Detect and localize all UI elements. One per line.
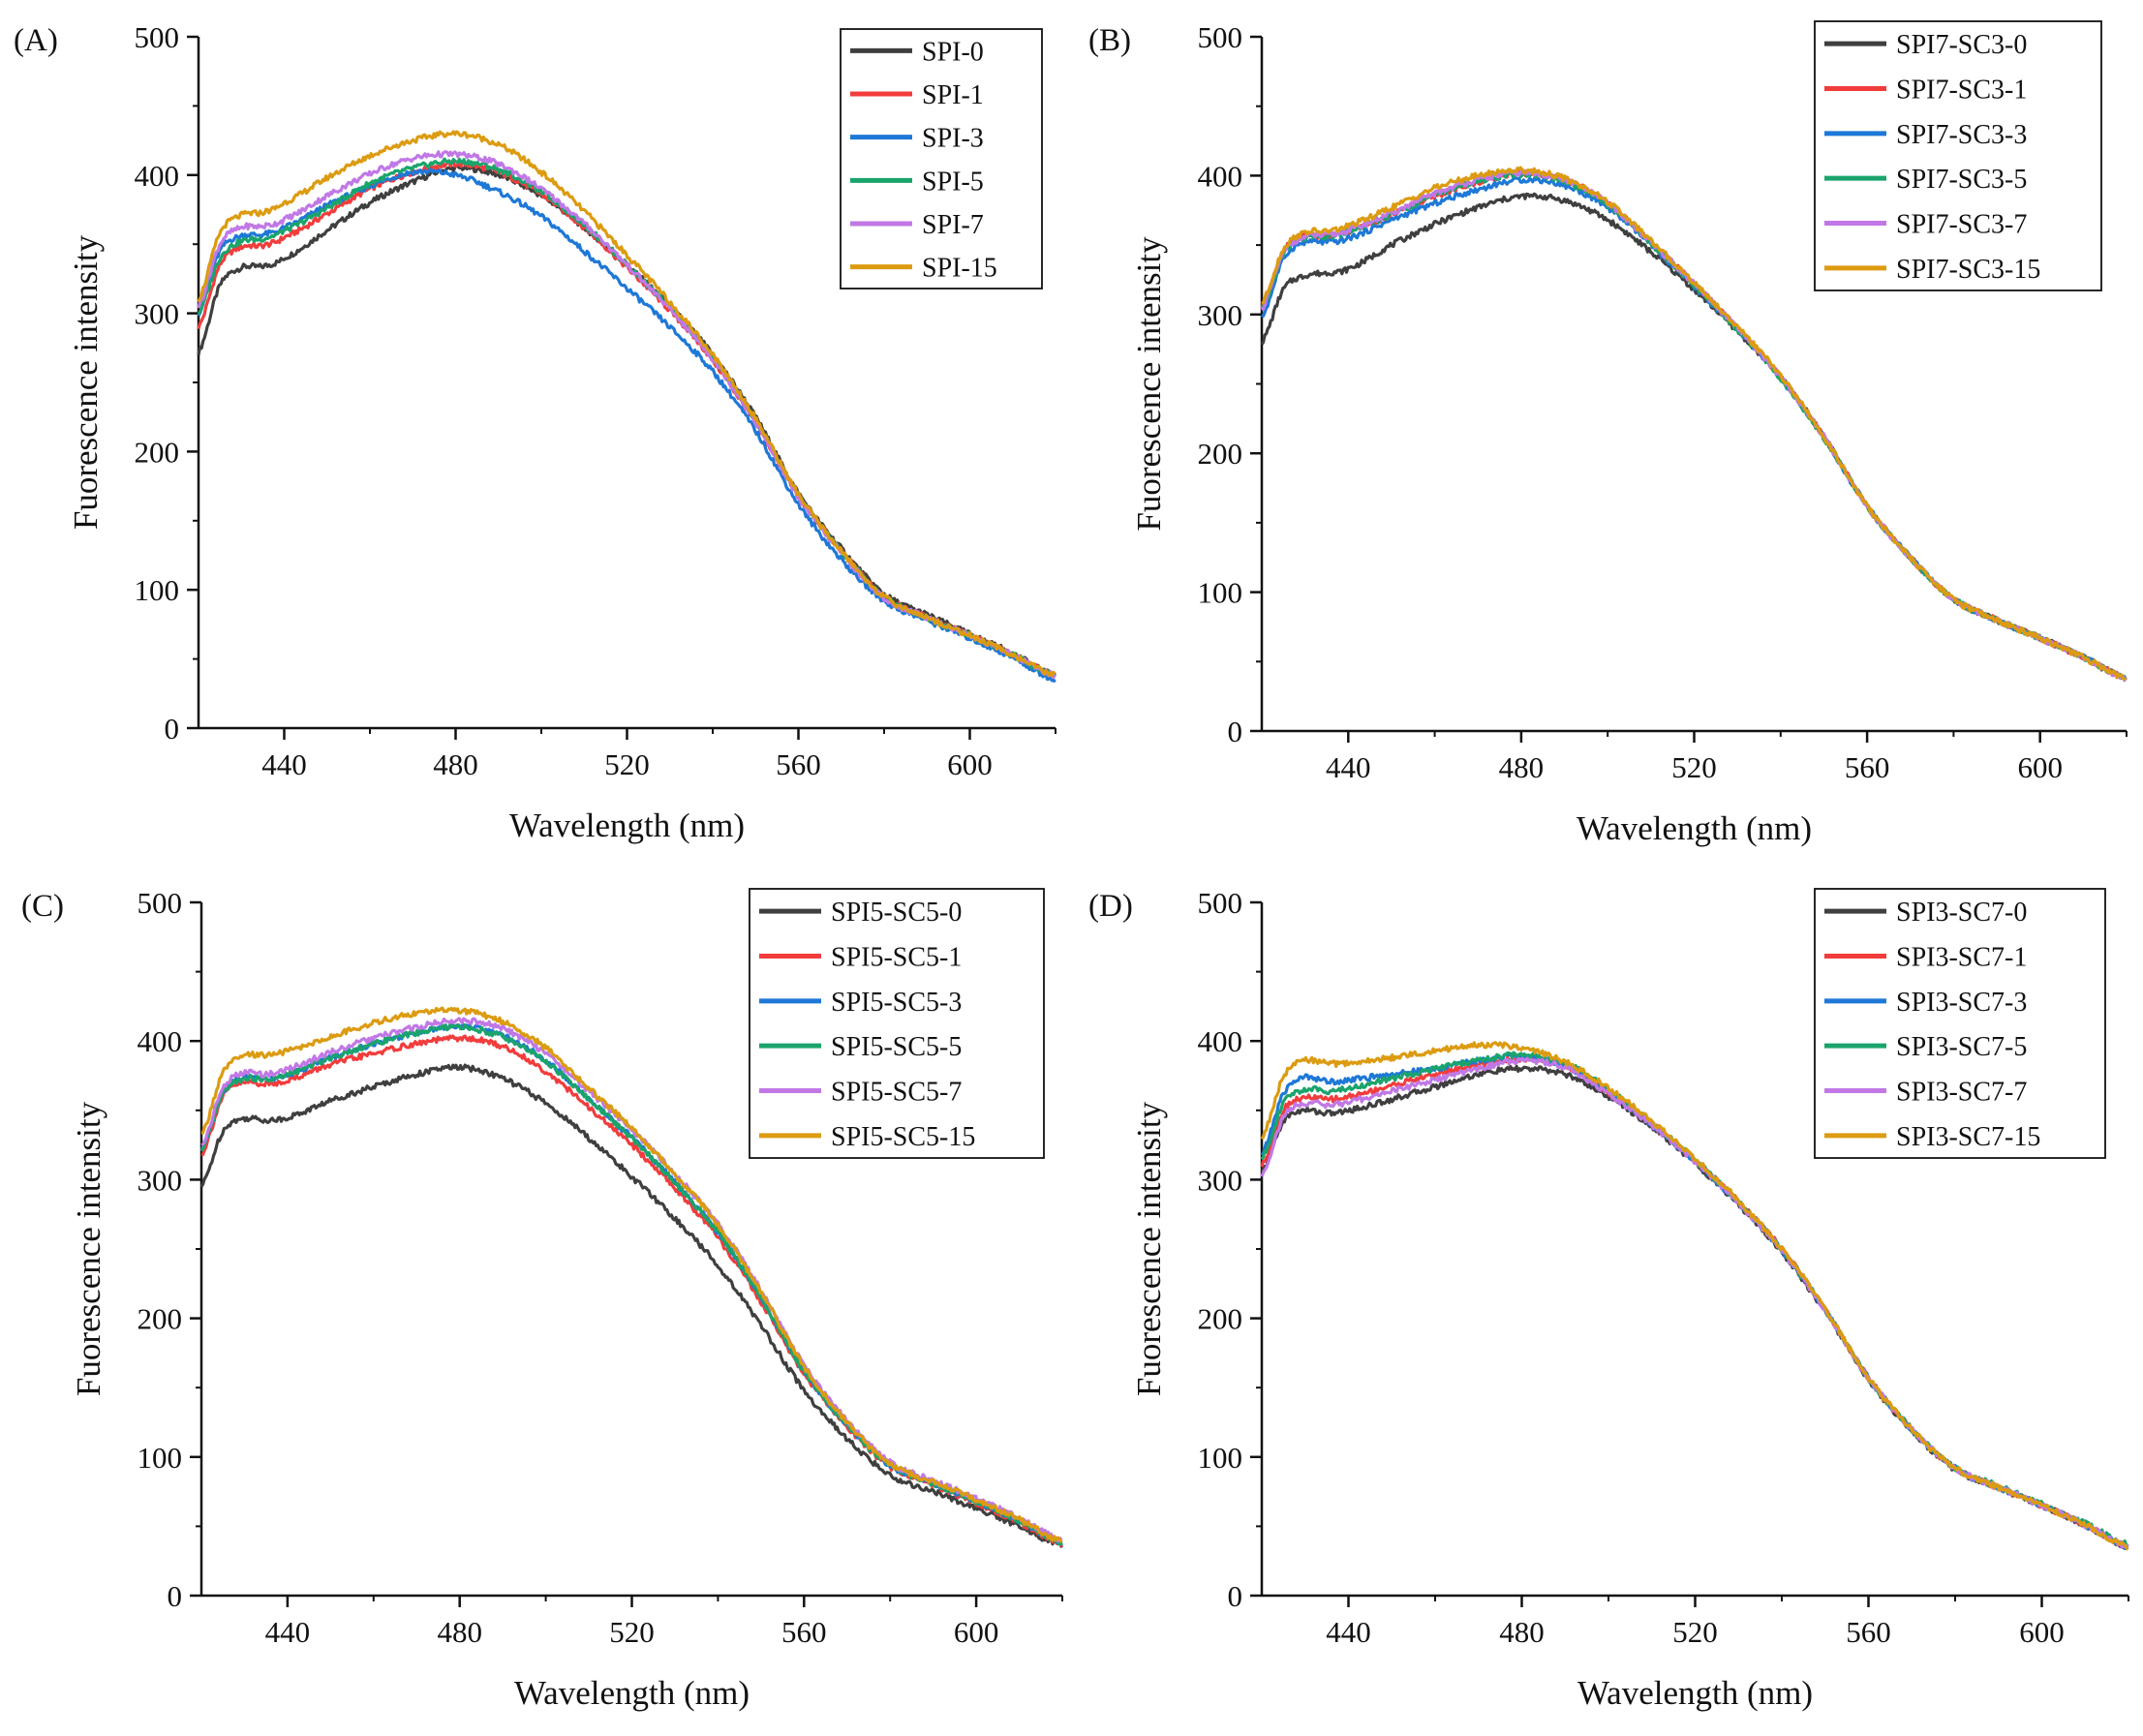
legend-entry: SPI5-SC5-0 [831, 898, 962, 928]
x-tick-label: 520 [1671, 750, 1717, 784]
legend-entry: SPI3-SC7-3 [1896, 988, 2027, 1018]
x-axis-title: Wavelength (nm) [514, 1674, 750, 1712]
x-tick-label: 560 [776, 747, 821, 781]
x-tick-label: 600 [947, 747, 993, 781]
y-tick-label: 300 [1198, 298, 1243, 332]
y-tick-label: 200 [138, 1302, 183, 1336]
x-tick-label: 440 [265, 1615, 311, 1649]
legend-entry: SPI7-SC3-7 [1896, 210, 2027, 240]
legend-box [1814, 20, 2102, 291]
legend-entry: SPI-7 [922, 210, 984, 240]
series-line-spi3-sc7-7 [1260, 1056, 2129, 1549]
legend-entry: SPI7-SC3-3 [1896, 120, 2027, 150]
legend-entry: SPI-3 [922, 124, 984, 154]
series-line-spi-15 [197, 130, 1056, 678]
chart-panel-b: (B) 0 100 200 300 400 500 440 480 520 560 600 Wavele… [1088, 20, 2128, 847]
legend-entry: SPI3-SC7-15 [1896, 1122, 2040, 1152]
legend-entry: SPI-15 [922, 254, 997, 284]
x-tick-label: 560 [1845, 750, 1890, 784]
x-tick-label: 600 [954, 1615, 999, 1649]
y-axis-title: Fuorescence intensity [67, 234, 105, 530]
y-tick-label: 300 [138, 1163, 183, 1197]
x-tick-label: 480 [437, 1615, 482, 1649]
series-line-spi5-sc5-15 [200, 1006, 1063, 1543]
legend-entry: SPI5-SC5-5 [831, 1032, 962, 1062]
legend: SPI5-SC5-0 SPI5-SC5-1 SPI5-SC5-3 SPI5-SC5-5… [749, 888, 1045, 1159]
y-axis-title: Fuorescence intensity [1130, 236, 1168, 532]
y-axis-title: Fuorescence intensity [1130, 1101, 1168, 1396]
legend-entry: SPI-0 [922, 37, 984, 67]
y-tick-label: 300 [135, 297, 180, 331]
x-tick-label: 480 [1499, 750, 1545, 784]
legend-entry: SPI5-SC5-7 [831, 1078, 962, 1108]
x-tick-label: 600 [2019, 1615, 2065, 1649]
y-tick-label: 0 [168, 1579, 183, 1613]
legend-box [749, 888, 1045, 1159]
y-tick-label: 500 [1198, 886, 1243, 920]
legend-entry: SPI3-SC7-7 [1896, 1078, 2027, 1108]
panel-label: (D) [1088, 889, 1133, 924]
x-axis-title: Wavelength (nm) [509, 807, 745, 844]
y-tick-label: 100 [135, 573, 180, 607]
y-tick-label: 100 [138, 1441, 183, 1475]
x-tick-label: 600 [2017, 750, 2063, 784]
panel-label: (A) [14, 23, 58, 58]
y-tick-label: 0 [165, 712, 180, 746]
panel-label: (B) [1088, 23, 1131, 58]
y-tick-label: 0 [1228, 715, 1243, 748]
x-tick-label: 440 [1326, 1615, 1371, 1649]
series-line-spi3-sc7-15 [1260, 1041, 2129, 1551]
legend-entry: SPI-5 [922, 167, 984, 197]
y-tick-label: 100 [1198, 1441, 1243, 1475]
legend-box [1814, 888, 2106, 1159]
series-line-spi7-sc3-15 [1261, 166, 2128, 682]
x-axis-title: Wavelength (nm) [1577, 1674, 1813, 1712]
panel-label: (C) [21, 889, 64, 924]
series-line-spi5-sc5-0 [199, 1063, 1063, 1548]
y-tick-label: 400 [1198, 159, 1243, 193]
y-tick-label: 400 [138, 1024, 183, 1058]
x-tick-label: 520 [604, 747, 650, 781]
x-tick-label: 480 [1499, 1615, 1545, 1649]
y-tick-label: 200 [1198, 437, 1243, 471]
y-tick-label: 300 [1198, 1163, 1243, 1197]
y-tick-label: 200 [1198, 1302, 1243, 1336]
chart-panel-c: (C) 0 100 200 300 400 500 440 480 520 560 600 Wavele… [21, 886, 1063, 1712]
y-axis-title: Fuorescence intensity [70, 1101, 107, 1396]
legend: SPI-0 SPI-1 SPI-3 SPI-5 SPI-7 SPI-15 [840, 28, 1043, 289]
legend-entry: SPI5-SC5-3 [831, 988, 962, 1018]
chart-panel-d: (D) 0 100 200 300 400 500 440 480 520 560 600 Wavele… [1088, 886, 2129, 1712]
chart-panel-a: (A) 0 100 200 300 400 500 440 480 520 560 600 Wavele… [14, 20, 1056, 844]
x-tick-label: 520 [1672, 1615, 1718, 1649]
y-tick-label: 400 [135, 159, 180, 193]
x-tick-label: 560 [1846, 1615, 1891, 1649]
legend-entry: SPI7-SC3-1 [1896, 76, 2027, 106]
legend-entry: SPI5-SC5-1 [831, 943, 962, 973]
x-axis-title: Wavelength (nm) [1577, 809, 1812, 847]
legend: SPI3-SC7-0 SPI3-SC7-1 SPI3-SC7-3 SPI3-SC7-5… [1814, 888, 2106, 1159]
x-tick-label: 520 [609, 1615, 655, 1649]
y-tick-label: 500 [138, 886, 183, 920]
x-tick-label: 440 [1326, 750, 1371, 784]
legend-entry: SPI7-SC3-5 [1896, 165, 2027, 195]
y-tick-label: 500 [1198, 20, 1243, 54]
y-tick-label: 0 [1228, 1579, 1243, 1613]
legend-entry: SPI-1 [922, 80, 984, 110]
legend-entry: SPI3-SC7-0 [1896, 898, 2027, 928]
x-tick-label: 440 [261, 747, 307, 781]
legend-entry: SPI3-SC7-1 [1896, 943, 2027, 973]
x-tick-label: 480 [433, 747, 478, 781]
y-tick-label: 200 [135, 435, 180, 469]
x-tick-label: 560 [781, 1615, 827, 1649]
y-tick-label: 500 [135, 20, 180, 54]
legend-entry: SPI7-SC3-0 [1896, 30, 2027, 60]
y-tick-label: 400 [1198, 1024, 1243, 1058]
legend: SPI7-SC3-0 SPI7-SC3-1 SPI7-SC3-3 SPI7-SC3-5… [1814, 20, 2102, 291]
y-tick-label: 100 [1198, 576, 1243, 610]
legend-box [840, 28, 1043, 289]
legend-entry: SPI7-SC3-15 [1896, 255, 2040, 285]
legend-entry: SPI3-SC7-5 [1896, 1032, 2027, 1062]
legend-entry: SPI5-SC5-15 [831, 1122, 975, 1152]
